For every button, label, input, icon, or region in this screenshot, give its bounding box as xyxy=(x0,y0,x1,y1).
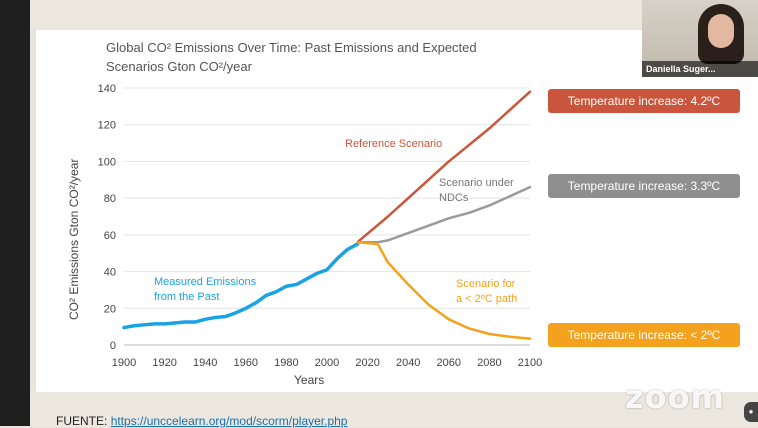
x-tick-label: 1920 xyxy=(152,357,176,369)
path-annotation-line-1: Scenario for xyxy=(456,278,516,290)
reference-annotation: Reference Scenario xyxy=(345,138,442,150)
participant-name: Daniella Suger... xyxy=(642,61,758,77)
recording-icon: ● xyxy=(744,402,758,422)
y-tick-label: 20 xyxy=(104,303,116,315)
x-tick-label: 2000 xyxy=(315,357,339,369)
x-tick-label: 1960 xyxy=(234,357,258,369)
zoom-logo: zoom xyxy=(625,378,725,416)
y-tick-label: 140 xyxy=(98,83,116,95)
y-tick-label: 0 xyxy=(110,340,116,352)
path-annotation-line-2: a < 2ºC path xyxy=(456,293,517,305)
temperature-badge-reference: Temperature increase: 4.2ºC xyxy=(548,89,740,113)
series-line-1 xyxy=(122,242,360,330)
x-tick-label: 1980 xyxy=(274,357,298,369)
x-tick-label: 2060 xyxy=(437,357,461,369)
y-tick-label: 60 xyxy=(104,230,116,242)
y-tick-label: 120 xyxy=(98,120,116,132)
source-link[interactable]: https://unccelearn.org/mod/scorm/player.… xyxy=(110,414,348,428)
ndc-annotation-line-1: Scenario under xyxy=(439,177,514,189)
y-tick-label: 40 xyxy=(104,267,116,279)
series-line-4 xyxy=(356,240,532,340)
top-bar xyxy=(30,0,758,28)
y-tick-label: 80 xyxy=(104,193,116,205)
ndc-annotation-line-2: NDCs xyxy=(439,192,469,204)
emissions-chart: Global CO² Emissions Over Time: Past Emi… xyxy=(67,40,543,387)
temperature-badge-2c-path: Temperature increase: < 2ºC xyxy=(548,323,740,347)
x-tick-label: 1900 xyxy=(112,357,136,369)
chart-grid xyxy=(124,87,530,346)
x-axis-label: Years xyxy=(294,373,324,387)
series-line-3 xyxy=(356,185,532,244)
chart-series xyxy=(122,90,532,340)
left-dark-strip xyxy=(0,0,30,426)
x-tick-label: 2040 xyxy=(396,357,420,369)
x-tick-label: 2020 xyxy=(355,357,379,369)
y-tick-label: 100 xyxy=(98,156,116,168)
source-line: FUENTE: https://unccelearn.org/mod/scorm… xyxy=(56,414,347,428)
source-label: FUENTE: xyxy=(56,414,108,428)
series-line-2 xyxy=(356,90,532,244)
measured-annotation-line-1: Measured Emissions xyxy=(154,276,257,288)
temperature-badge-ndc: Temperature increase: 3.3ºC xyxy=(548,174,740,198)
chart-title-line-1: Global CO² Emissions Over Time: Past Emi… xyxy=(106,40,477,55)
x-tick-label: 1940 xyxy=(193,357,217,369)
participant-face xyxy=(708,14,734,48)
participant-video-tile[interactable]: Daniella Suger... xyxy=(642,0,758,77)
measured-annotation-line-2: from the Past xyxy=(154,291,219,303)
chart-title-line-2: Scenarios Gton CO²/year xyxy=(106,59,253,74)
bottom-bar xyxy=(30,392,758,426)
x-tick-label: 2100 xyxy=(518,357,542,369)
x-tick-label: 2080 xyxy=(477,357,501,369)
y-axis-label: CO² Emissions Gton CO²/year xyxy=(67,159,81,320)
